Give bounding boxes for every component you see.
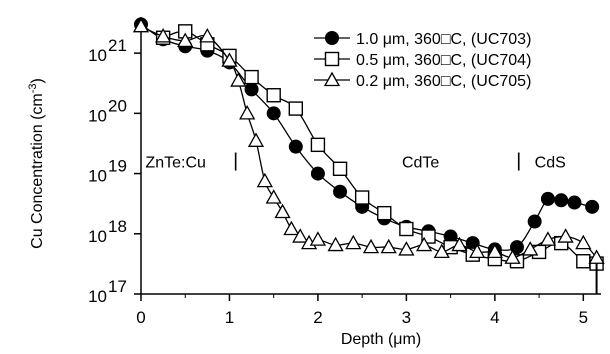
data-point-triangle [380,238,397,254]
data-point-triangle [588,249,605,264]
data-point-circle [244,82,259,97]
y-tick-label: 10 [88,46,107,65]
data-point-triangle [469,243,486,259]
legend-label: 0.5 μm, 360□C, (UC704) [356,52,531,69]
region-label: ZnTe:Cu [145,155,205,172]
data-point-triangle [451,236,468,252]
data-point-triangle [415,236,433,252]
data-point-triangle [557,228,574,243]
legend-label: 0.2 μm, 360□C, (UC705) [356,73,531,90]
y-tick-label-exponent: 19 [108,157,127,176]
data-point-circle [554,193,569,208]
x-tick-label: 5 [579,308,588,327]
data-point-triangle [283,220,300,236]
data-point-triangle [274,203,291,219]
data-point-triangle [539,231,557,246]
y-axis-title: Cu Concentration (cm-3) [27,78,46,249]
y-axis-title-text: Cu Concentration (cm-3) [27,78,46,249]
data-point-triangle [247,132,265,147]
y-axis-title-exponent: -3 [27,83,39,93]
legend-label: 1.0 μm, 360□C, (UC703) [356,31,531,48]
data-point-triangle [221,52,238,67]
series-triangle [132,17,605,264]
y-tick-label-exponent: 20 [108,96,127,115]
annotations: ZnTe:Cu CdTe CdS [145,152,598,294]
data-point-circle [527,214,542,229]
data-point-triangle [327,236,344,252]
region-label: CdTe [402,155,439,172]
data-point-circle [333,184,348,199]
y-tick-label: 10 [88,287,107,306]
data-point-triangle [230,72,247,87]
data-point-triangle [398,241,415,256]
y-axis-title-base: Cu Concentration (cm [29,93,46,249]
data-point-circle [288,139,303,154]
x-tick-label: 4 [490,308,499,327]
y-tick-label-exponent: 17 [108,277,127,296]
data-point-triangle [199,28,216,43]
data-point-triangle [575,234,592,250]
data-point-triangle [265,189,282,204]
data-point-square [354,190,370,205]
data-point-circle [540,191,555,206]
data-point-square [244,69,259,85]
series-square [155,24,604,271]
y-tick-label: 10 [88,167,107,186]
data-point-triangle [433,243,450,259]
data-point-square [288,101,304,116]
data-point-square [310,137,326,153]
y-tick-label-exponent: 18 [108,217,127,236]
data-point-circle [585,199,600,214]
y-tick-label: 10 [88,227,107,246]
data-point-triangle [362,238,380,254]
data-point-triangle [132,17,150,33]
x-axis-title: Depth (μm) [341,331,421,348]
data-point-triangle [177,32,194,47]
data-point-triangle [345,234,362,250]
region-label: CdS [535,155,566,172]
data-point-square [266,88,281,103]
data-point-square [332,161,348,176]
data-point-triangle [309,231,327,246]
y-axis-title-close: ) [29,78,46,83]
data-point-triangle [486,243,503,259]
x-tick-label: 3 [402,308,411,327]
x-tick-label: 2 [313,308,322,327]
legend-marker-circle [325,31,339,45]
data-point-triangle [256,172,273,188]
data-point-square [399,221,414,237]
series-group [132,17,605,271]
data-point-circle [567,195,582,210]
y-tick-label-exponent: 21 [108,36,127,55]
data-point-square [377,205,392,221]
y-tick-label: 10 [88,106,107,125]
data-point-triangle [504,249,521,264]
legend-marker-triangle [323,71,341,87]
data-point-circle [509,240,524,255]
data-point-triangle [155,28,172,43]
data-point-triangle [292,228,309,243]
x-tick-label: 1 [225,308,234,327]
legend: 1.0 μm, 360□C, (UC703) 0.5 μm, 360□C, (UC… [314,31,531,90]
data-point-triangle [239,105,256,120]
data-point-square [576,254,591,269]
legend-marker-square [324,51,340,67]
data-point-circle [266,106,281,121]
data-point-triangle [522,241,539,256]
x-tick-label: 0 [136,308,145,327]
data-point-circle [310,166,325,181]
